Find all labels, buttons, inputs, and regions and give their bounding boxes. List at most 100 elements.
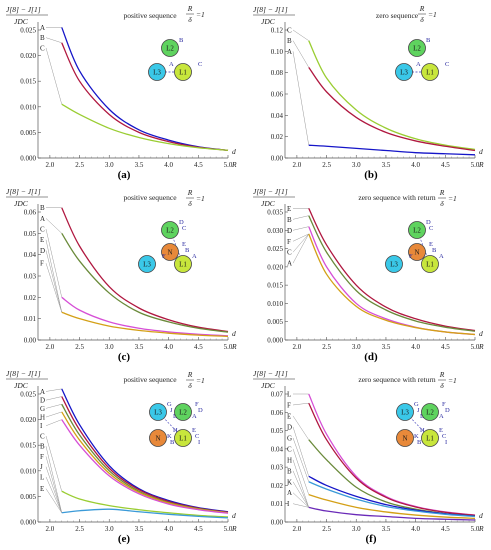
wire-label: I (198, 439, 200, 446)
conductor-node-label: L3 (154, 409, 162, 417)
y-axis-label-denominator: JDC (261, 199, 276, 208)
curve-label: C (287, 445, 292, 453)
conductor-node-label: L1 (426, 435, 434, 443)
conductor-node-label: L3 (400, 69, 408, 77)
curve-label-leader (292, 503, 309, 508)
x-axis-label: d (479, 329, 483, 338)
y-tick-label: 0.07 (271, 391, 284, 399)
curve-label: F (287, 401, 291, 409)
y-tick-label: 0.01 (271, 500, 284, 508)
curve-label: J (40, 463, 43, 471)
wire-label: B (170, 439, 175, 446)
curve-label: A (287, 489, 292, 497)
panel-title: positive sequence (123, 193, 177, 202)
x-axis-unit: R (478, 160, 484, 169)
y-tick-label: 0.01 (24, 315, 37, 323)
wire-label: L (420, 413, 424, 420)
curve-label-leader (45, 47, 62, 105)
y-tick-label: 0.03 (24, 273, 37, 281)
y-tick-label: 0.035 (267, 209, 283, 217)
x-axis-unit: R (231, 524, 237, 533)
wire-label: B (426, 37, 431, 44)
conductor-node (408, 243, 426, 261)
conductor-node-label: L2 (179, 409, 187, 417)
x-tick-label: 3.0 (352, 161, 361, 169)
y-tick-label: 0.02 (24, 294, 37, 302)
conductor-node-label: L3 (390, 261, 398, 269)
wire-label: G (167, 401, 172, 408)
curve-label-leader (292, 233, 309, 253)
curve-label-leader (292, 437, 309, 482)
ratio-value: =1 (448, 194, 457, 203)
wire-label: E (182, 241, 186, 248)
x-tick-label: 3.5 (135, 161, 144, 169)
series-line (61, 207, 229, 333)
wire-label: C (442, 433, 446, 440)
conductor-node-label: L2 (413, 227, 421, 235)
x-tick-label: 3.0 (105, 161, 114, 169)
wire-label: B (179, 37, 184, 44)
conductor-node (421, 429, 439, 447)
curve-label: C (287, 249, 292, 257)
series-line (61, 311, 229, 338)
series-line (308, 481, 476, 518)
curve-label-leader (45, 456, 62, 513)
x-tick-label: 2.0 (46, 161, 55, 169)
conductor-node-label: N (402, 435, 407, 443)
conductor-node-label: L1 (179, 69, 187, 77)
wire-label: A (192, 413, 197, 420)
series-line (308, 233, 476, 336)
chart-panel: 2.0 2.5 3.0 3.5 4.0 4.5 5.0 0.000 0.005 0.010 0.01… (6, 369, 237, 545)
curve-label: B (287, 467, 292, 475)
y-tick-label: 0.12 (271, 27, 284, 35)
ratio-denominator: δ (440, 381, 444, 390)
y-axis-label-numerator: J[8] − J[1] (253, 5, 288, 14)
curve-label: A (40, 24, 45, 32)
wire-label: D (179, 219, 184, 226)
series-line (61, 411, 229, 514)
wire-label: B (417, 439, 422, 446)
x-tick-label: 3.5 (382, 161, 391, 169)
conductor-node-label: L1 (426, 69, 434, 77)
conductor-node (174, 255, 192, 273)
curve-label: C (40, 432, 45, 440)
y-tick-label: 0.08 (271, 69, 284, 77)
curve-label: E (40, 236, 44, 244)
x-tick-label: 4.5 (441, 161, 450, 169)
panel-title: positive sequence (123, 375, 177, 384)
conductor-node (395, 63, 413, 81)
x-axis-unit: R (478, 342, 484, 351)
curve-label: B (40, 443, 45, 451)
x-tick-label: 5.0 (471, 525, 480, 533)
curve-label: E (287, 412, 291, 420)
wire-label: I (445, 439, 447, 446)
wire-label: D (445, 407, 450, 414)
conductor-node (149, 403, 167, 421)
ratio-denominator: δ (420, 15, 424, 24)
x-tick-label: 2.0 (46, 525, 55, 533)
curve-label: D (40, 397, 45, 405)
x-tick-label: 3.0 (105, 343, 114, 351)
curve-label: E (40, 485, 44, 493)
conductor-node (421, 63, 439, 81)
y-tick-label: 0.025 (20, 27, 36, 35)
wire-label: A (439, 413, 444, 420)
curve-label-leader (45, 466, 62, 513)
wire-label: A (169, 61, 174, 68)
y-tick-label: 0.030 (267, 227, 283, 235)
wire-label: B (432, 247, 437, 254)
curve-label: G (40, 405, 45, 413)
y-tick-label: 0.005 (20, 493, 36, 501)
y-tick-label: 0.04 (271, 112, 284, 120)
chart-panel: 2.0 2.5 3.0 3.5 4.0 4.5 5.0 0.00 0.01 0.02 0.03 0.0… (253, 369, 484, 545)
x-tick-label: 3.5 (135, 525, 144, 533)
wire-label: F (409, 253, 413, 260)
x-tick-label: 3.0 (105, 525, 114, 533)
series-line (308, 208, 476, 332)
y-tick-label: 0.10 (271, 48, 284, 56)
y-tick-label: 0.000 (20, 155, 36, 163)
panel-title: zero sequence (376, 11, 419, 20)
y-tick-label: 0.02 (271, 133, 284, 141)
wire-label: H (173, 427, 178, 434)
series-line (308, 144, 476, 156)
